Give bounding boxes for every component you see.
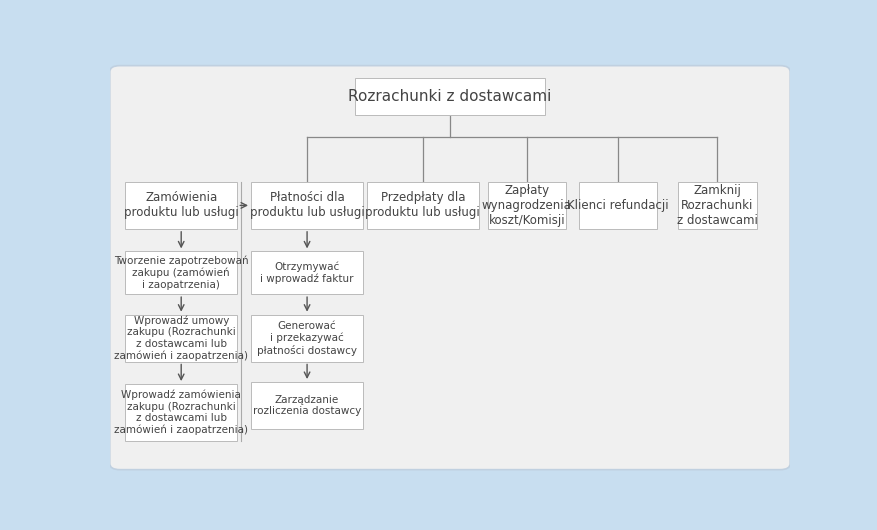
Text: Wprowadź zamówienia
zakupu (Rozrachunki
z dostawcami lub
zamówień i zaopatrzenia: Wprowadź zamówienia zakupu (Rozrachunki …	[114, 390, 248, 436]
Text: Zarządzanie
rozliczenia dostawcy: Zarządzanie rozliczenia dostawcy	[253, 394, 360, 416]
FancyBboxPatch shape	[354, 78, 545, 114]
FancyBboxPatch shape	[678, 182, 756, 229]
Text: Otrzymywać
i wprowadź faktur: Otrzymywać i wprowadź faktur	[260, 261, 353, 284]
FancyBboxPatch shape	[251, 251, 363, 294]
Text: Przedpłaty dla
produktu lub usługi: Przedpłaty dla produktu lub usługi	[365, 191, 480, 219]
FancyBboxPatch shape	[578, 182, 656, 229]
FancyBboxPatch shape	[251, 382, 363, 429]
Text: Tworzenie zapotrzebowań
zakupu (zamówień
i zaopatrzenia): Tworzenie zapotrzebowań zakupu (zamówień…	[114, 255, 248, 290]
Text: Zapłaty
wynagrodzenia
koszt/Komisji: Zapłaty wynagrodzenia koszt/Komisji	[481, 184, 571, 227]
FancyBboxPatch shape	[125, 315, 237, 361]
Text: Zamknij
Rozrachunki
z dostawcami: Zamknij Rozrachunki z dostawcami	[676, 184, 757, 227]
FancyBboxPatch shape	[125, 251, 237, 294]
FancyBboxPatch shape	[251, 315, 363, 361]
FancyBboxPatch shape	[125, 384, 237, 441]
FancyBboxPatch shape	[367, 182, 478, 229]
Text: Zamówienia
produktu lub usługi: Zamówienia produktu lub usługi	[124, 191, 239, 219]
FancyBboxPatch shape	[125, 182, 237, 229]
FancyBboxPatch shape	[251, 182, 363, 229]
Text: Płatności dla
produktu lub usługi: Płatności dla produktu lub usługi	[249, 191, 364, 219]
FancyBboxPatch shape	[110, 66, 789, 470]
Text: Wprowadź umowy
zakupu (Rozrachunki
z dostawcami lub
zamówień i zaopatrzenia): Wprowadź umowy zakupu (Rozrachunki z dos…	[114, 315, 248, 361]
Text: Rozrachunki z dostawcami: Rozrachunki z dostawcami	[348, 89, 551, 104]
Text: Klienci refundacji: Klienci refundacji	[567, 199, 668, 212]
FancyBboxPatch shape	[488, 182, 566, 229]
Text: Generować
i przekazywać
płatności dostawcy: Generować i przekazywać płatności dostaw…	[257, 321, 357, 356]
